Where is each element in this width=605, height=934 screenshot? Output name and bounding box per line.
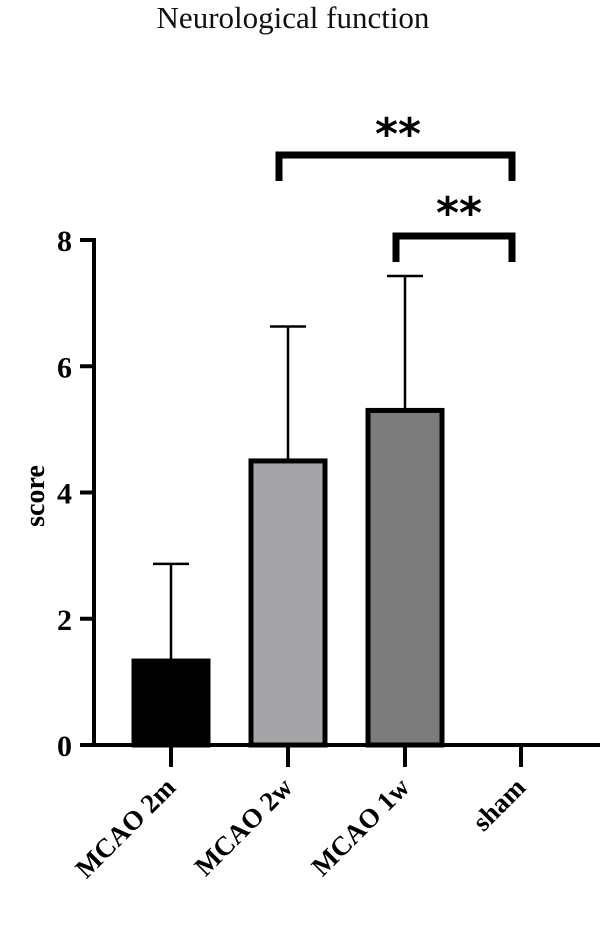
y-tick-label: 6 — [57, 351, 72, 384]
x-tick-label: sham — [467, 772, 532, 837]
chart-title: Neurological function — [157, 0, 430, 35]
y-tick-label: 2 — [57, 604, 72, 637]
y-tick-label: 4 — [57, 478, 72, 511]
y-tick-label: 0 — [57, 730, 72, 763]
bar — [131, 658, 211, 748]
bar — [365, 407, 445, 748]
bar — [248, 458, 328, 748]
significance-bracket — [275, 151, 516, 181]
y-tick-label: 8 — [57, 225, 72, 258]
plot-area: 0 2 4 6 8 MCAO 2m MCAO 2w MCAO 1w sham ** ** — [57, 109, 600, 884]
significance-bracket — [392, 232, 516, 262]
x-tick-label: MCAO 2m — [69, 772, 181, 884]
x-tick-label: MCAO 1w — [305, 772, 415, 882]
x-tick-label: MCAO 2w — [188, 772, 298, 882]
significance-label: ** — [436, 188, 482, 239]
y-axis-label: score — [20, 465, 51, 527]
significance-label: ** — [375, 109, 421, 160]
